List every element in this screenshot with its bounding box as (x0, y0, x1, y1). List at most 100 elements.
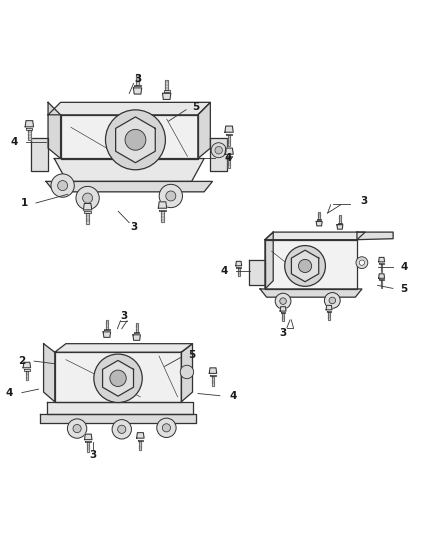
Polygon shape (238, 268, 240, 276)
Polygon shape (378, 274, 385, 278)
Polygon shape (281, 312, 285, 313)
Polygon shape (265, 232, 365, 240)
Polygon shape (228, 135, 230, 146)
Polygon shape (133, 335, 140, 341)
Circle shape (329, 297, 336, 304)
Polygon shape (163, 90, 170, 92)
Polygon shape (134, 332, 139, 334)
Polygon shape (83, 204, 92, 210)
Polygon shape (265, 240, 357, 289)
Circle shape (280, 298, 286, 304)
Polygon shape (26, 370, 28, 380)
Circle shape (110, 370, 126, 386)
Circle shape (58, 181, 67, 191)
Polygon shape (210, 138, 227, 171)
Text: 5: 5 (188, 350, 195, 360)
Text: 1: 1 (21, 198, 28, 208)
Circle shape (73, 424, 81, 433)
Polygon shape (137, 433, 144, 438)
Polygon shape (87, 442, 89, 452)
Circle shape (275, 293, 291, 309)
Polygon shape (291, 250, 319, 282)
Polygon shape (338, 223, 342, 224)
Polygon shape (139, 441, 141, 450)
Polygon shape (228, 157, 230, 168)
Circle shape (180, 365, 194, 378)
Polygon shape (85, 212, 91, 213)
Polygon shape (209, 368, 217, 373)
Circle shape (215, 147, 223, 154)
Polygon shape (260, 289, 362, 297)
Polygon shape (316, 221, 322, 226)
Text: 3: 3 (360, 196, 367, 206)
Polygon shape (32, 138, 48, 171)
Polygon shape (55, 344, 193, 352)
Polygon shape (318, 212, 320, 219)
Polygon shape (55, 352, 181, 402)
Circle shape (356, 257, 368, 269)
Polygon shape (25, 120, 33, 127)
Polygon shape (136, 74, 139, 85)
Circle shape (285, 246, 325, 286)
Circle shape (118, 425, 126, 433)
Circle shape (211, 143, 226, 158)
Polygon shape (339, 215, 341, 223)
Polygon shape (47, 402, 193, 414)
Polygon shape (28, 130, 31, 140)
Polygon shape (24, 369, 30, 370)
Polygon shape (225, 126, 233, 132)
Circle shape (83, 193, 92, 203)
Polygon shape (381, 280, 382, 288)
Polygon shape (134, 85, 141, 86)
Polygon shape (85, 441, 91, 442)
Polygon shape (104, 329, 110, 330)
Circle shape (125, 130, 146, 150)
Polygon shape (236, 261, 242, 266)
Polygon shape (381, 264, 382, 272)
Polygon shape (40, 414, 196, 423)
Text: 3: 3 (279, 328, 286, 338)
Text: 3: 3 (134, 74, 141, 84)
Polygon shape (138, 440, 143, 441)
Circle shape (359, 260, 364, 265)
Polygon shape (282, 313, 284, 321)
Polygon shape (226, 134, 232, 135)
Polygon shape (379, 263, 384, 264)
Circle shape (157, 418, 176, 438)
Polygon shape (46, 181, 212, 192)
Polygon shape (159, 210, 166, 212)
Polygon shape (106, 320, 108, 329)
Text: 3: 3 (120, 311, 127, 320)
Text: 4: 4 (224, 153, 231, 163)
Text: 5: 5 (193, 102, 200, 111)
Circle shape (162, 424, 170, 432)
Text: 5: 5 (400, 284, 407, 294)
Polygon shape (26, 128, 32, 130)
Polygon shape (116, 117, 155, 163)
Polygon shape (357, 232, 393, 240)
Text: 2: 2 (18, 356, 25, 366)
Circle shape (166, 191, 176, 201)
Polygon shape (85, 434, 92, 440)
Polygon shape (102, 360, 134, 396)
Polygon shape (54, 158, 204, 181)
Polygon shape (210, 375, 216, 376)
Polygon shape (265, 232, 273, 289)
Polygon shape (225, 148, 233, 154)
Text: 4: 4 (230, 391, 237, 401)
Text: 4: 4 (400, 262, 407, 271)
Polygon shape (162, 93, 171, 100)
Text: 3: 3 (89, 450, 96, 460)
Polygon shape (226, 156, 232, 157)
Polygon shape (327, 311, 331, 312)
Polygon shape (337, 225, 343, 229)
Circle shape (106, 110, 166, 170)
Polygon shape (103, 332, 110, 337)
Circle shape (94, 354, 142, 402)
Polygon shape (23, 362, 31, 368)
Circle shape (159, 184, 183, 208)
Polygon shape (378, 257, 385, 262)
Circle shape (76, 187, 99, 209)
Polygon shape (60, 115, 198, 158)
Polygon shape (136, 322, 138, 332)
